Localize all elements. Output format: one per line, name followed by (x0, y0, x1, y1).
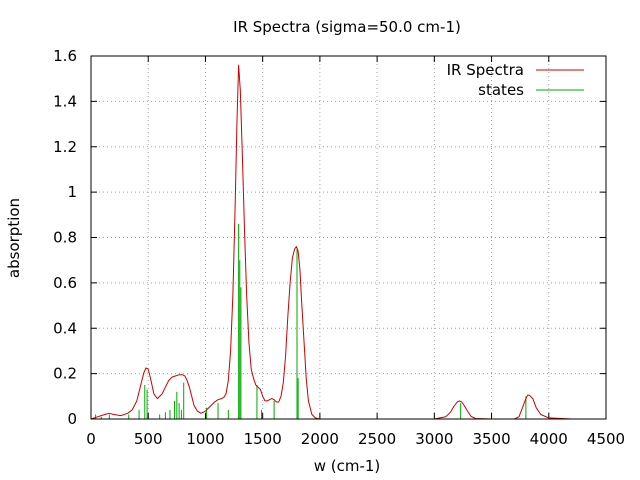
y-tick-label: 0.8 (53, 229, 77, 247)
legend-label-states: states (478, 81, 524, 99)
axis-ticks: 0 500 1000 1500 2000 2500 3000 3500 4000 4500 0 0.2… (53, 47, 625, 448)
x-tick-label: 500 (134, 430, 163, 448)
plot-frame (90, 55, 607, 420)
x-tick-label: 2500 (358, 430, 396, 448)
y-tick-label: 1.6 (53, 47, 77, 65)
x-axis-label: w (cm-1) (314, 457, 381, 475)
grid (91, 56, 606, 419)
y-tick-label: 0.6 (53, 274, 77, 292)
x-tick-label: 3500 (472, 430, 510, 448)
x-tick-label: 1500 (244, 430, 282, 448)
ir-spectra-series (90, 64, 606, 420)
states-series (95, 223, 527, 419)
y-tick-label: 1 (67, 183, 77, 201)
x-tick-label: 3000 (415, 430, 453, 448)
y-tick-label: 1.2 (53, 138, 77, 156)
x-tick-label: 4000 (530, 430, 568, 448)
y-tick-label: 0.4 (53, 319, 77, 337)
y-tick-label: 1.4 (53, 92, 77, 110)
legend: IR Spectra states (447, 61, 584, 99)
x-tick-label: 1000 (186, 430, 224, 448)
ir-spectra-line (90, 64, 606, 420)
chart-title: IR Spectra (sigma=50.0 cm-1) (233, 18, 461, 36)
y-tick-label: 0 (67, 410, 77, 428)
x-tick-label: 0 (86, 430, 96, 448)
y-axis-label: absorption (5, 198, 23, 278)
x-tick-label: 2000 (301, 430, 339, 448)
legend-label-ir-spectra: IR Spectra (447, 61, 524, 79)
x-tick-label: 4500 (587, 430, 625, 448)
y-tick-label: 0.2 (53, 365, 77, 383)
